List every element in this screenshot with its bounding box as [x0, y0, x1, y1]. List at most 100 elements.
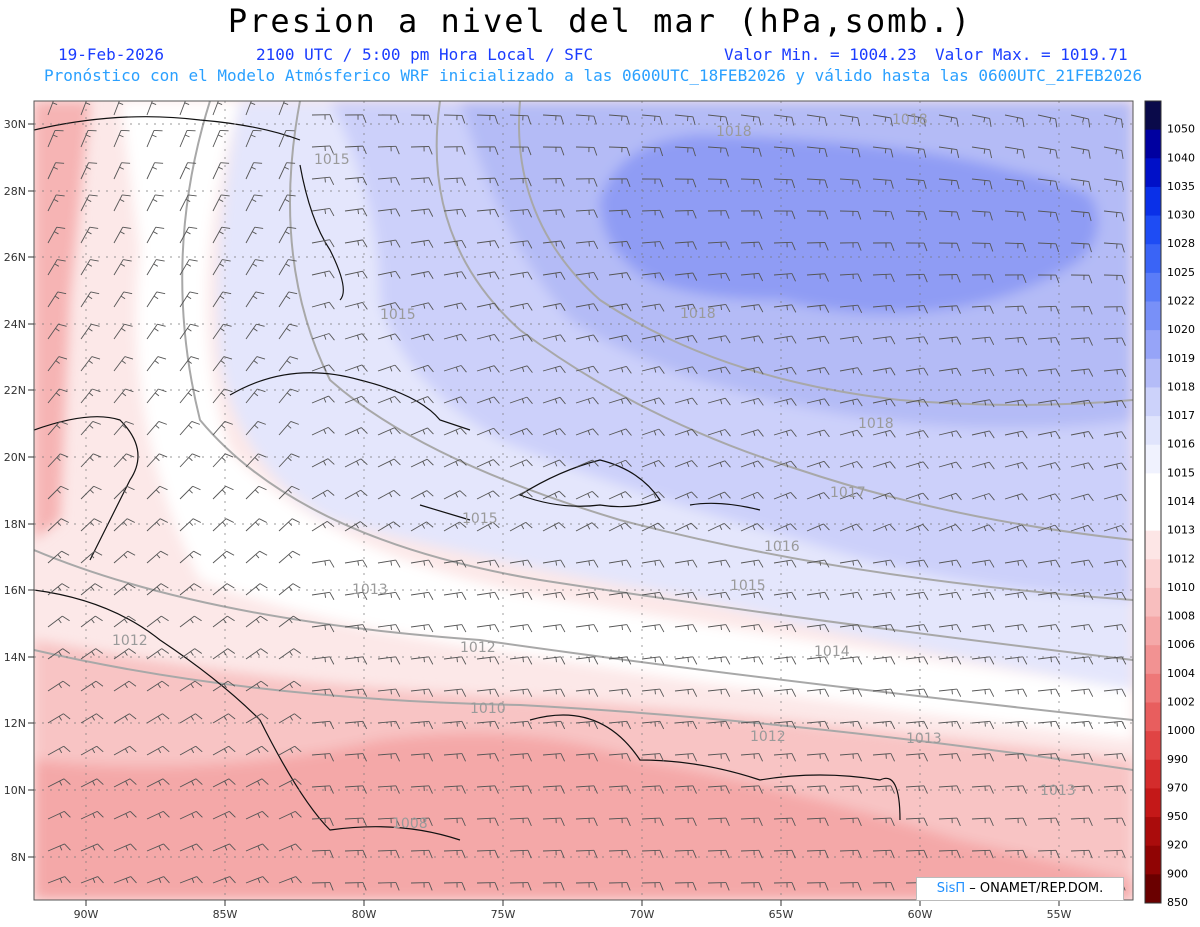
wind-barb: [80, 485, 102, 500]
wind-barb: [311, 301, 335, 310]
wind-barb: [311, 817, 334, 827]
wind-barb: [278, 745, 302, 756]
wind-barb: [971, 493, 995, 501]
wind-barb: [344, 559, 368, 568]
wind-barb: [179, 876, 203, 884]
wind-barb: [1004, 178, 1026, 190]
wind-barb: [509, 365, 533, 373]
wind-barb: [938, 656, 962, 665]
wind-barb: [740, 817, 763, 827]
wind-barb: [278, 713, 302, 724]
wind-barb: [47, 226, 66, 244]
wind-barb: [146, 420, 167, 436]
wind-barb: [575, 365, 599, 374]
wind-barb: [872, 624, 896, 633]
wind-barb: [1004, 305, 1027, 315]
wind-barb: [740, 523, 764, 532]
wind-barb: [344, 882, 367, 891]
wind-barb: [47, 550, 70, 564]
wind-barb: [806, 559, 830, 568]
wind-barb: [344, 176, 368, 186]
wind-barb: [674, 335, 698, 344]
wind-barb: [707, 335, 731, 344]
wind-barb: [839, 817, 862, 827]
wind-barb: [608, 720, 632, 730]
wind-barb: [509, 559, 533, 568]
wind-barb: [641, 522, 665, 532]
wind-barb: [1103, 368, 1127, 378]
wind-barb: [707, 210, 730, 219]
wind-barb: [410, 753, 433, 762]
wind-barb: [509, 817, 532, 827]
wind-barb: [608, 882, 631, 891]
wind-barb: [1004, 242, 1027, 252]
wind-barb: [410, 656, 434, 665]
wind-barb: [509, 114, 532, 125]
lon-label: 55W: [1047, 908, 1072, 921]
wind-barb: [377, 720, 401, 730]
wind-barb: [245, 518, 268, 532]
wind-barb: [839, 429, 863, 438]
wind-barb: [608, 397, 632, 405]
wind-barb: [212, 101, 223, 116]
wind-barb: [509, 753, 532, 762]
wind-barb: [1103, 493, 1127, 502]
colorbar-label: 850: [1167, 896, 1188, 909]
pressure-shading: [34, 101, 1133, 900]
wind-barb: [1037, 559, 1061, 568]
wind-barb: [113, 259, 132, 276]
wind-barb: [410, 490, 434, 500]
wind-barb: [410, 882, 433, 891]
wind-barb: [971, 242, 994, 252]
wind-barb: [641, 591, 665, 600]
wind-barb: [773, 210, 796, 220]
wind-barb: [641, 114, 663, 125]
wind-barb: [410, 364, 434, 373]
wind-barb: [245, 259, 264, 276]
wind-barb: [311, 624, 335, 633]
colorbar-label: 1050: [1167, 123, 1195, 136]
wind-barb: [806, 523, 830, 532]
wind-barb: [641, 720, 665, 730]
wind-barb: [377, 364, 401, 373]
wind-barb: [80, 518, 103, 532]
wind-barb: [641, 460, 665, 468]
colorbar-frame: [1144, 100, 1162, 904]
wind-barb: [245, 420, 266, 436]
wind-barb: [179, 323, 199, 340]
wind-barb: [344, 656, 368, 665]
wind-barb: [410, 521, 434, 532]
wind-barb: [212, 485, 234, 500]
wind-barb: [311, 364, 335, 372]
wind-barb: [707, 785, 730, 794]
wind-barb: [146, 518, 169, 532]
wind-barb: [410, 591, 434, 600]
wind-barb: [344, 270, 368, 279]
wind-barb: [80, 810, 104, 820]
colorbar-label: 920: [1167, 839, 1188, 852]
wind-barb: [80, 713, 104, 724]
wind-barb: [146, 583, 169, 596]
wind-barb: [377, 753, 400, 762]
wind-barb: [344, 208, 368, 217]
wind-barb: [278, 420, 299, 436]
wind-barb: [80, 778, 104, 788]
lat-label: 24N: [4, 318, 26, 331]
wind-barb: [641, 817, 664, 827]
wind-barb: [641, 491, 665, 500]
wind-barb: [938, 430, 962, 439]
wind-barb: [278, 518, 301, 532]
wind-barb: [1037, 399, 1061, 408]
wind-barb: [575, 882, 598, 891]
wind-barb: [905, 720, 929, 730]
wind-barb: [410, 114, 433, 124]
wind-barb: [1070, 493, 1094, 502]
wind-barb: [839, 785, 862, 794]
wind-barb: [839, 335, 863, 345]
wind-barb: [905, 210, 928, 221]
colorbar-label: 1012: [1167, 552, 1195, 565]
colorbar-label: 1008: [1167, 610, 1195, 623]
wind-barb: [872, 304, 896, 314]
wind-barb: [938, 146, 960, 158]
wind-barb: [575, 240, 599, 250]
